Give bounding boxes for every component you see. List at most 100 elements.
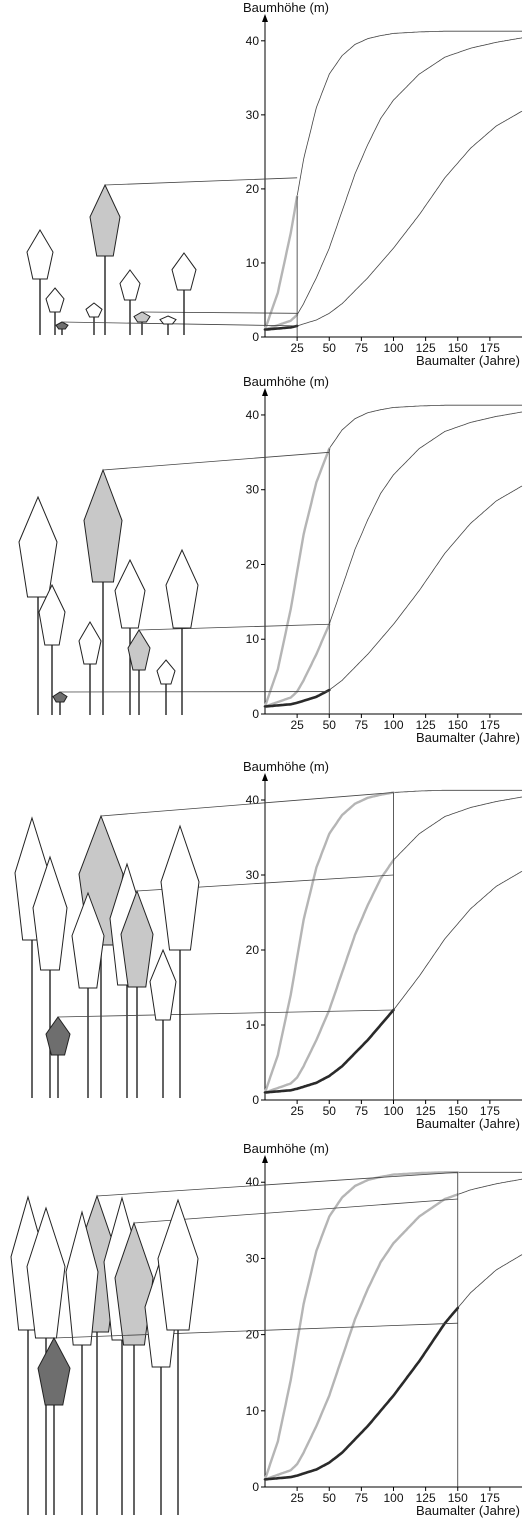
tree-crown [83,468,123,583]
tree-crown [26,229,54,280]
tree-crown [159,315,177,325]
y-tick-label: 40 [246,793,260,807]
x-tick-label: 150 [448,1104,468,1118]
tree-height-link [53,1322,458,1339]
tree-height-link [133,1198,458,1224]
x-tick-label: 75 [355,1104,369,1118]
y-axis-arrow [262,388,268,396]
x-axis-title: Baumalter (Jahre) [416,353,520,368]
x-tick-label: 150 [448,341,468,355]
chart-panel-2: Baumhöhe (m) Baumalter (Jahre) 0 10 20 30 40 25… [18,374,523,745]
x-tick-label: 50 [323,341,337,355]
tree-crown [119,269,141,301]
tree-crown [165,548,199,629]
tree-height-link [138,623,330,631]
y-tick-label: 30 [246,1251,260,1265]
y-tick-label: 30 [246,868,260,882]
series-line-2 [264,411,523,707]
x-tick-label: 100 [383,1104,403,1118]
tree-crown [157,1198,199,1331]
x-tick-label: 75 [355,341,369,355]
x-tick-label: 25 [290,1104,304,1118]
y-tick-label: 30 [246,108,260,122]
y-tick-label: 10 [246,1018,260,1032]
x-tick-label: 125 [416,1491,436,1505]
tree-crown [65,1210,99,1346]
y-axis-arrow [262,1155,268,1163]
y-axis-title: Baumhöhe (m) [243,0,329,15]
x-tick-label: 175 [480,718,500,732]
tree-height-link [61,321,298,327]
y-axis-title: Baumhöhe (m) [243,1141,329,1156]
series-highlight-1 [263,195,299,331]
tree-crown [45,287,65,313]
tree-crown [32,855,68,971]
series-highlight-2 [263,1193,459,1481]
x-tick-label: 175 [480,341,500,355]
x-tick-label: 100 [383,341,403,355]
x-tick-label: 75 [355,718,369,732]
tree-crown [55,321,69,330]
y-tick-label: 0 [252,330,259,344]
tree-height-link [96,1171,458,1197]
tree-crown [52,691,68,703]
x-tick-label: 75 [355,1491,369,1505]
x-tick-label: 50 [323,1491,337,1505]
y-axis-title: Baumhöhe (m) [243,374,329,389]
tree-crown [114,1221,154,1346]
tree-height-link [100,792,394,817]
y-tick-label: 20 [246,943,260,957]
series-line-2 [264,1178,523,1480]
x-tick-label: 25 [290,718,304,732]
tree-crown [156,659,176,685]
series-line-3 [264,110,523,330]
series-highlight-3 [263,1008,395,1094]
series-highlight-3 [263,324,299,331]
series-line-1 [264,30,522,330]
x-tick-label: 125 [416,1104,436,1118]
tree-crown [71,891,105,989]
x-axis-title: Baumalter (Jahre) [416,1503,520,1518]
tree-crown [160,824,200,951]
tree-crown [149,948,177,1021]
x-tick-label: 150 [448,718,468,732]
tree-height-link [57,1009,394,1018]
y-tick-label: 20 [246,1328,260,1342]
x-tick-label: 125 [416,341,436,355]
series-highlight-3 [263,1306,460,1481]
tree-crown [37,1336,71,1406]
x-tick-label: 150 [448,1491,468,1505]
tree-crown [89,183,121,257]
y-tick-label: 10 [246,632,260,646]
y-tick-label: 20 [246,182,260,196]
tree-crown [120,889,154,988]
tree-crown [85,302,103,318]
x-tick-label: 50 [323,718,337,732]
y-tick-label: 10 [246,1404,260,1418]
tree-crown [127,629,151,671]
y-tick-label: 40 [246,408,260,422]
chart-panel-1: Baumhöhe (m) Baumalter (Jahre) 0 10 20 30 40 25… [26,0,523,368]
y-tick-label: 0 [252,707,259,721]
y-tick-label: 0 [252,1093,259,1107]
series-highlight-2 [263,858,395,1094]
x-tick-label: 100 [383,718,403,732]
y-axis-arrow [262,14,268,22]
tree-height-link [141,311,298,314]
series-line-1 [264,404,522,707]
chart-panel-4: Baumhöhe (m) Baumalter (Jahre) 0 10 20 30 40 25… [10,1141,523,1518]
series-highlight-2 [263,313,299,331]
series-highlight-3 [263,688,331,708]
y-tick-label: 40 [246,34,260,48]
series-highlight-1 [263,1171,459,1481]
x-axis-title: Baumalter (Jahre) [416,730,520,745]
tree-crown [45,1016,71,1056]
y-tick-label: 40 [246,1175,260,1189]
x-tick-label: 25 [290,1491,304,1505]
tree-crown [38,583,66,646]
tree-crown [133,311,151,323]
y-tick-label: 0 [252,1480,259,1494]
y-tick-label: 30 [246,483,260,497]
tree-height-link [102,451,330,471]
x-tick-label: 175 [480,1491,500,1505]
